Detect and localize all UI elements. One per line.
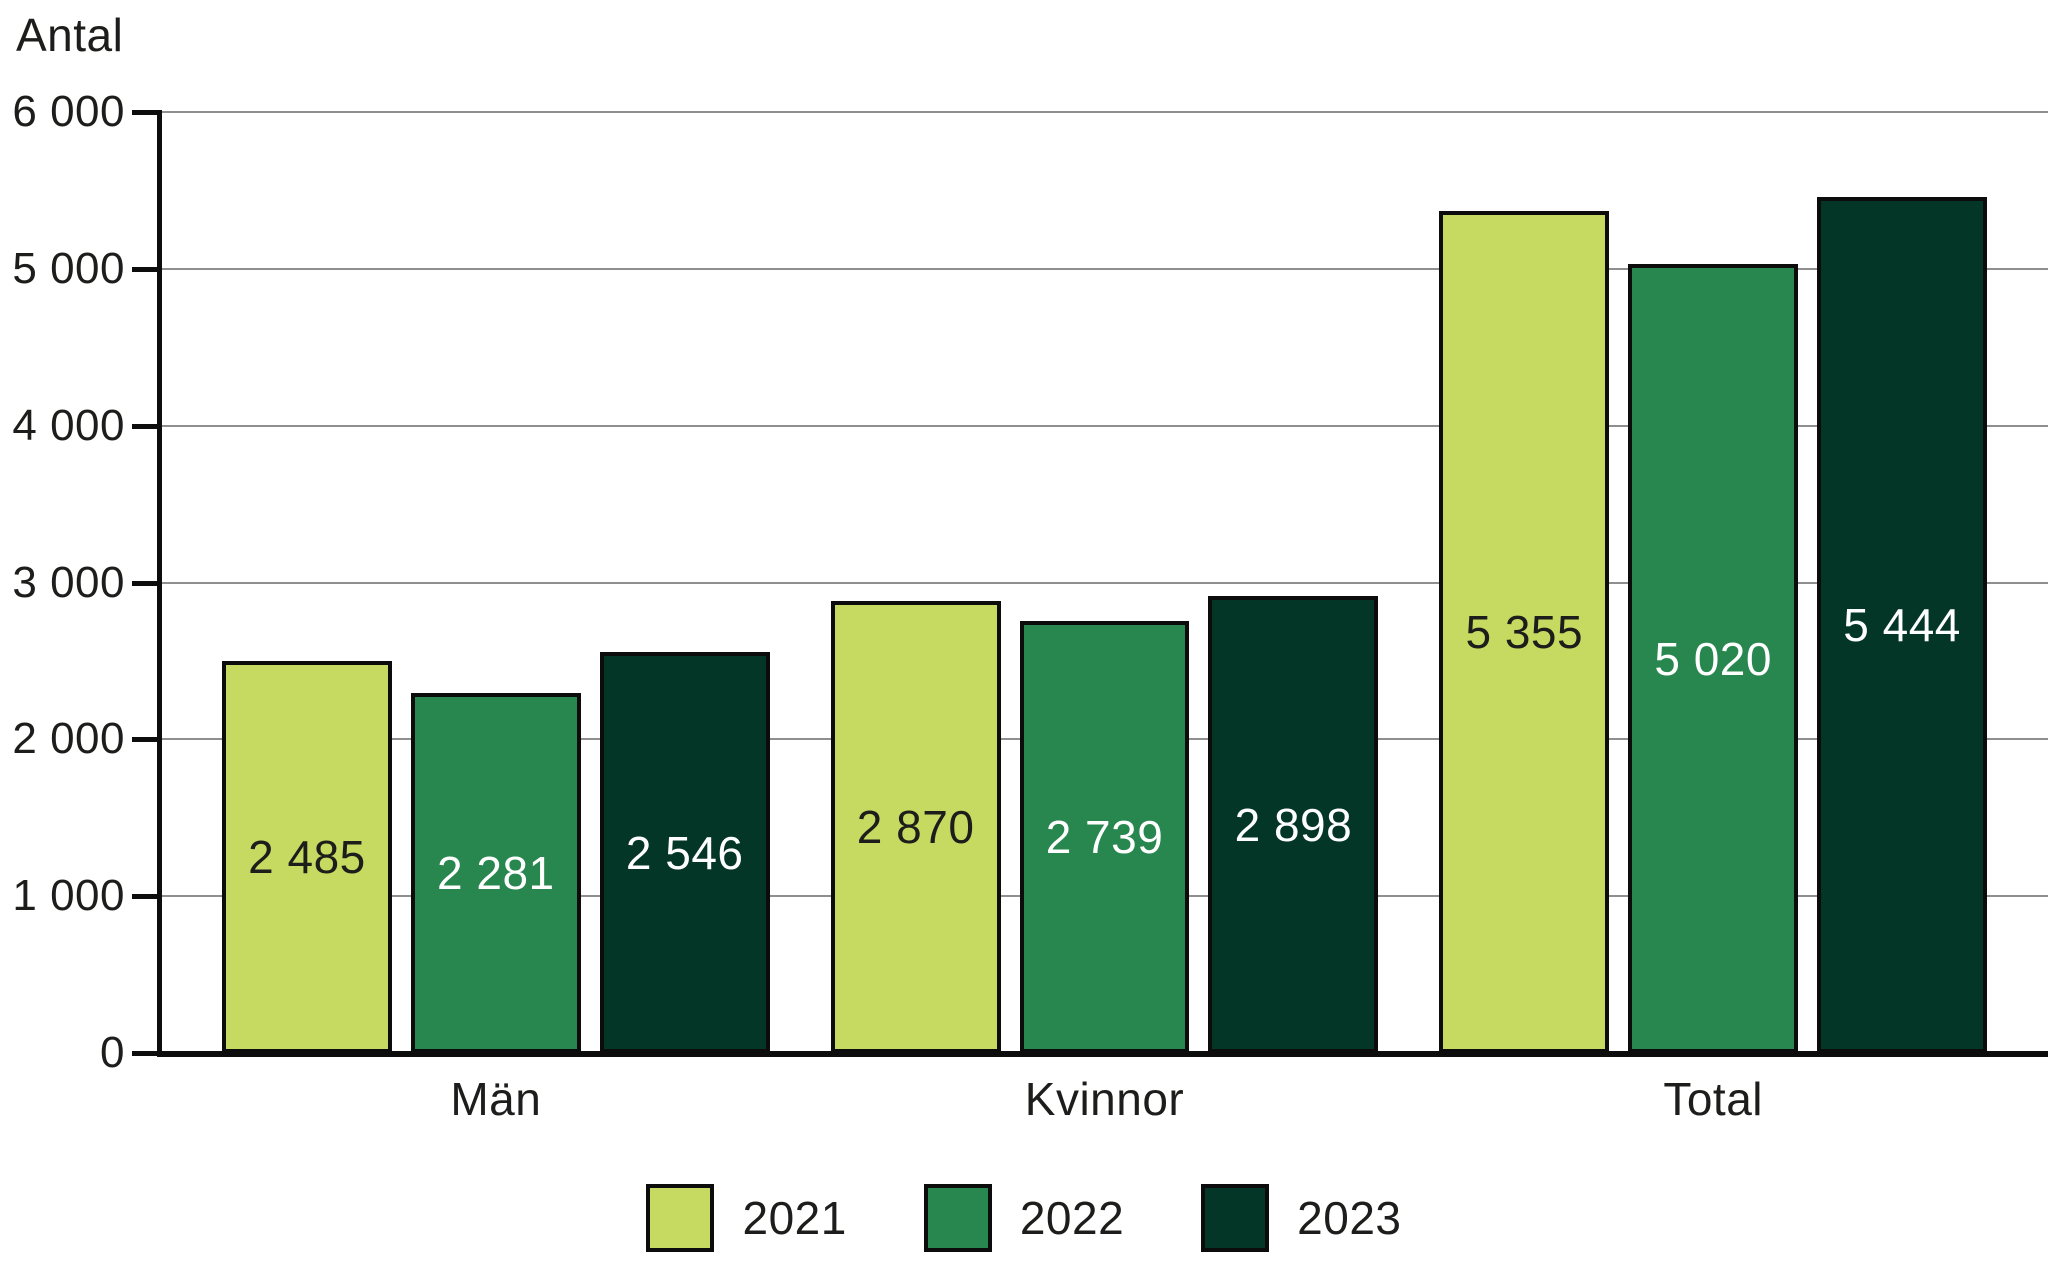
y-tick-mark-4000 [132,423,160,429]
bar-value-label: 5 444 [1843,599,1961,651]
y-tick-mark-0 [132,1051,160,1056]
bar-value-label: 2 546 [625,826,744,879]
x-axis-labels: Män Kvinnor Total [160,1072,2048,1126]
y-tick-mark-5000 [132,266,160,272]
y-tick-label-5000: 5 000 [12,243,125,293]
bar-group-män: 2 485 2 281 2 546 [222,112,770,1053]
legend-label-2021: 2021 [742,1192,847,1244]
bar-value-label: 2 870 [856,801,975,853]
y-tick-label-3000: 3 000 [12,557,125,607]
bar-kvinnor-2022: 2 739 [1019,621,1190,1053]
bar-kvinnor-2021: 2 870 [830,601,1001,1053]
y-tick-label-1000: 1 000 [12,871,125,921]
legend-item-2023: 2023 [1201,1184,1401,1252]
legend-item-2022: 2022 [923,1184,1125,1252]
y-tick-mark-3000 [132,580,160,586]
gridline-5000 [160,267,2048,270]
plot-area: 2 485 2 281 2 546 2 870 2 739 2 898 5 355 5 020… [160,112,2048,1053]
bar-män-2022: 2 281 [410,693,581,1053]
bar-value-label: 2 739 [1045,811,1164,863]
y-tick-label-6000: 6 000 [12,87,125,136]
legend: 2021 2022 2023 [0,1184,2048,1252]
bar-total-2022: 5 020 [1628,264,1799,1053]
bar-value-label: 5 020 [1654,632,1772,685]
y-tick-mark-2000 [132,737,160,743]
y-tick-label-2000: 2 000 [12,714,125,764]
y-axis-title: Antal [16,9,124,61]
y-tick-label-0: 0 [100,1028,125,1077]
bar-group-total: 5 355 5 020 5 444 [1439,112,1987,1053]
y-axis-line [157,110,162,1057]
legend-swatch-2023 [1201,1184,1270,1252]
bar-value-label: 2 281 [437,847,555,899]
gridline-3000 [160,581,2048,584]
x-axis-label-kvinnor: Kvinnor [1024,1073,1185,1125]
bar-män-2023: 2 546 [599,652,770,1053]
legend-label-2022: 2022 [1019,1192,1125,1244]
y-tick-mark-1000 [132,894,160,900]
bar-kvinnor-2023: 2 898 [1208,596,1379,1053]
legend-swatch-2022 [923,1184,992,1252]
gridline-6000 [160,111,2048,113]
bar-value-label: 2 898 [1234,798,1353,851]
y-tick-mark-6000 [132,110,160,115]
legend-swatch-2021 [646,1184,715,1252]
bar-total-2021: 5 355 [1439,211,1610,1053]
bar-män-2021: 2 485 [222,661,392,1053]
legend-item-2021: 2021 [646,1184,846,1252]
x-axis-label-män: Män [450,1073,542,1125]
y-tick-label-4000: 4 000 [12,400,125,450]
x-axis-line [157,1051,2048,1057]
gridline-4000 [160,424,2048,427]
bar-value-label: 5 355 [1465,606,1584,658]
bar-group-kvinnor: 2 870 2 739 2 898 [830,112,1379,1053]
legend-label-2023: 2023 [1297,1192,1402,1244]
bar-total-2023: 5 444 [1817,197,1987,1053]
bar-value-label: 2 485 [248,831,366,883]
x-axis-label-total: Total [1663,1073,1764,1125]
